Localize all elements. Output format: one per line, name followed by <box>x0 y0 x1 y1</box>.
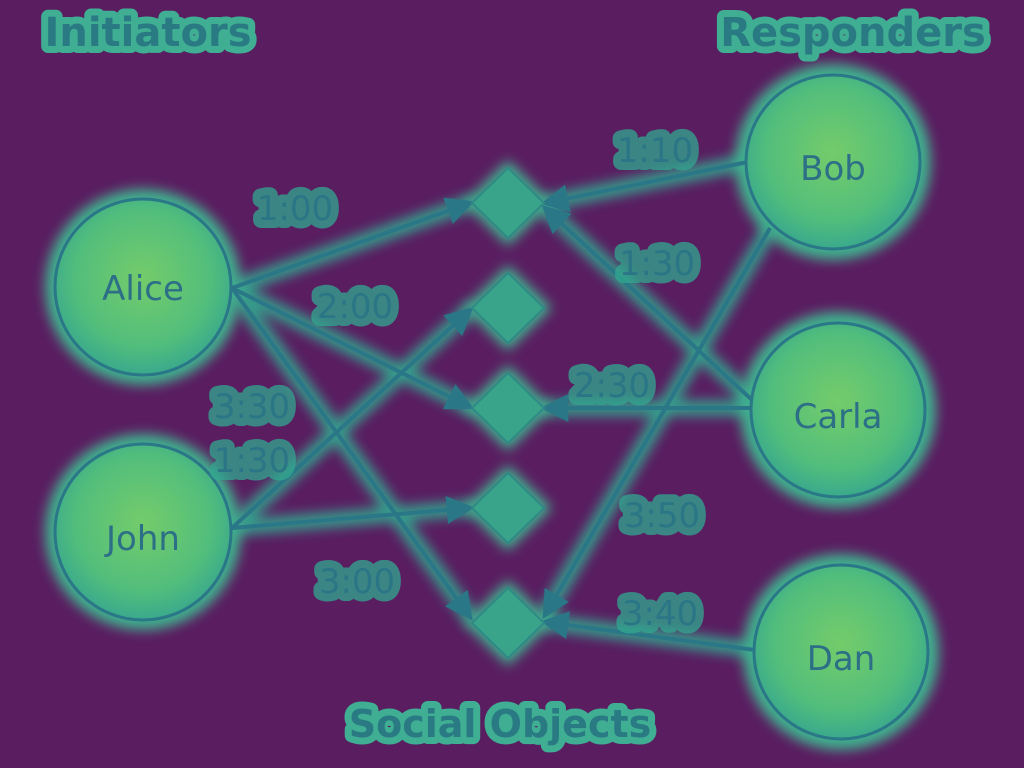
node-label-dan: Dan <box>807 639 876 679</box>
edge-label-alice-2: 2:00 <box>317 287 393 327</box>
edge-alice-object1 <box>231 197 475 290</box>
edge-label-john-2: 3:00 <box>319 562 395 602</box>
edge-label-glow-10: 3:40 <box>622 594 698 634</box>
edge-label-dan-1: 3:40 <box>622 594 698 634</box>
heading-social-objects: Social Objects <box>349 702 652 746</box>
social-object-3 <box>470 371 546 445</box>
heading-initiators: Initiators <box>44 10 251 56</box>
edge-label-glow-9: 2:30 <box>574 366 650 406</box>
social-objects <box>470 166 546 660</box>
edge-john-object4 <box>231 496 475 530</box>
node-label-alice: Alice <box>102 269 184 309</box>
edge-bob-object1 <box>540 160 749 213</box>
person-nodes <box>53 73 930 741</box>
edge-carla-object1 <box>541 204 754 402</box>
social-object-4 <box>470 471 546 545</box>
edge-label-carla-1: 1:30 <box>619 244 695 284</box>
social-object-5 <box>470 586 546 660</box>
social-object-1 <box>470 166 546 240</box>
edge-label-glow-6: 1:10 <box>617 131 693 171</box>
node-dan <box>752 563 930 741</box>
node-carla <box>749 321 927 499</box>
heading-responders: Responders <box>720 10 986 56</box>
edge-label-alice-3: 3:30 <box>214 387 290 427</box>
edge-label-glow-2: 2:00 <box>317 287 393 327</box>
node-label-john: John <box>104 519 180 559</box>
edge-label-glow-7: 3:50 <box>624 496 700 536</box>
edge-label-bob-2: 3:50 <box>624 496 700 536</box>
edge-dan-object5 <box>540 611 756 652</box>
node-alice <box>53 197 233 377</box>
node-label-bob: Bob <box>800 149 866 189</box>
edge-label-john-1: 1:30 <box>214 441 290 481</box>
social-object-2 <box>470 271 546 345</box>
edge-label-glow-8: 1:30 <box>619 244 695 284</box>
edge-label-glow-4: 1:30 <box>214 441 290 481</box>
edge-label-glow-5: 3:00 <box>319 562 395 602</box>
edge-label-glow: 1:00 2:00 3:30 1:30 3:00 1:10 3:50 1:30 … <box>206 123 708 642</box>
edge-label-bob-1: 1:10 <box>617 131 693 171</box>
edge-john-object2 <box>230 306 474 530</box>
edge-label-alice-1: 1:00 <box>257 189 333 229</box>
edge-labels: 1:00 2:00 3:30 1:30 3:00 1:10 3:50 1:30 … <box>214 131 700 634</box>
node-label-carla: Carla <box>794 397 883 437</box>
node-john <box>53 442 233 622</box>
edge-bob-object5 <box>542 226 772 620</box>
edge-alice-object3 <box>231 286 475 410</box>
edge-label-carla-2: 2:30 <box>574 366 650 406</box>
edge-alice-object5 <box>230 286 473 621</box>
edge-label-glow-3: 3:30 <box>214 387 290 427</box>
node-bob <box>744 73 922 251</box>
edge-label-glow-1: 1:00 <box>257 189 333 229</box>
edges <box>230 160 772 652</box>
